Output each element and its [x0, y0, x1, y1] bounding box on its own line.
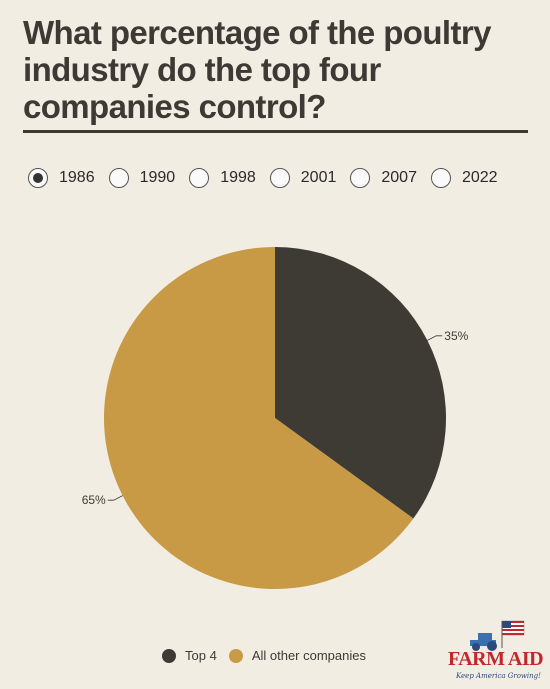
- year-label-2022: 2022: [461, 169, 498, 186]
- pie-slice-top-4[interactable]: [275, 247, 447, 519]
- legend-swatch-all-other: [228, 648, 243, 663]
- year-label-1986: 1986: [59, 169, 95, 186]
- year-radio-1990[interactable]: [108, 168, 129, 188]
- pie-data-label: 65%: [82, 493, 106, 507]
- pie-slices: [104, 247, 447, 589]
- year-option-1990[interactable]: 1990: [108, 168, 176, 188]
- year-radio-2007[interactable]: [350, 168, 371, 188]
- pie-leader-line: [427, 335, 443, 341]
- chart-legend: Top 4 All other companies: [162, 648, 378, 663]
- legend-swatch-top-4: [162, 648, 176, 663]
- pie-slice-all-other-companies[interactable]: [104, 247, 414, 589]
- year-option-2007[interactable]: 2007: [350, 168, 417, 188]
- year-option-1998[interactable]: 1998: [189, 168, 256, 188]
- year-option-2001[interactable]: 2001: [269, 168, 337, 188]
- chart-title: What percentage of the poultry industry …: [23, 14, 491, 125]
- year-option-2022[interactable]: 2022: [430, 168, 498, 188]
- year-selector: 1986 1990 1998 2001 2007 2022: [28, 168, 512, 188]
- year-radio-2001[interactable]: [269, 168, 290, 188]
- tractor-flag-icon: [470, 620, 525, 651]
- pie-labels: 35% 65%: [82, 329, 469, 507]
- title-underline: [23, 130, 528, 133]
- logo-wordmark: FARM AID: [448, 648, 544, 670]
- year-label-2007: 2007: [381, 169, 417, 186]
- pie-data-label: 35%: [444, 329, 468, 343]
- legend-label-top-4: Top 4: [185, 648, 217, 663]
- year-radio-2022[interactable]: [430, 168, 451, 188]
- year-radio-1986[interactable]: [28, 168, 48, 188]
- logo-tagline: Keep America Growing!: [456, 672, 541, 680]
- farm-aid-logo: FARM AID Keep America Growing!: [440, 618, 550, 689]
- pie-leader-line: [107, 495, 123, 501]
- legend-item-top-4[interactable]: Top 4: [162, 648, 217, 663]
- year-label-1990: 1990: [139, 169, 176, 186]
- year-label-2001: 2001: [300, 169, 337, 186]
- legend-label-all-other: All other companies: [251, 648, 366, 663]
- year-label-1998: 1998: [220, 169, 256, 186]
- year-radio-1998[interactable]: [189, 168, 210, 188]
- year-option-1986[interactable]: 1986: [28, 168, 95, 188]
- legend-item-all-other[interactable]: All other companies: [228, 648, 366, 663]
